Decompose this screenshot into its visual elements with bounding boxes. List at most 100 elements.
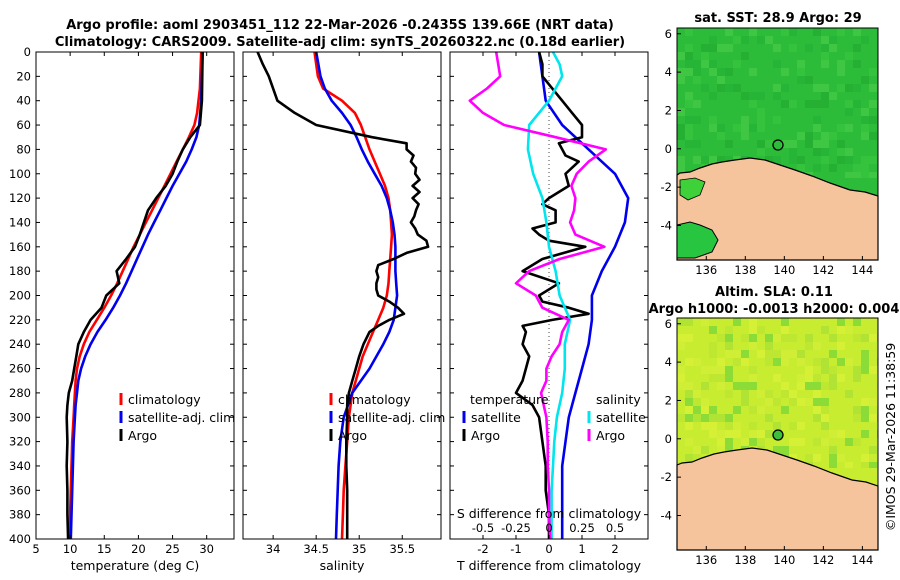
xtick-label: 5 [32,542,39,556]
map-pixel [741,334,749,342]
map-pixel [685,140,693,148]
map-pixel [821,52,829,60]
map-pixel [781,84,789,92]
map-ytick-label: 4 [665,65,672,79]
ytick-label: 80 [16,142,31,156]
map-ytick-label: 4 [665,355,672,369]
map-pixel [869,156,877,164]
map-pixel [773,44,781,52]
map-pixel [869,334,877,342]
map-pixel [701,60,709,68]
map-pixel [813,358,821,366]
map-pixel [797,68,805,76]
map-pixel [813,414,821,422]
map-pixel [821,438,829,446]
map-pixel [725,438,733,446]
map-pixel [869,100,877,108]
map-pixel [701,398,709,406]
sla-argo-marker [772,429,784,441]
map-pixel [781,406,789,414]
map-pixel [797,358,805,366]
map-pixel [773,92,781,100]
ytick-label: 20 [16,69,31,83]
map-pixel [685,28,693,36]
ytick-label: 180 [9,264,31,278]
map-pixel [749,382,757,390]
map-pixel [837,84,845,92]
map-pixel [789,454,797,462]
map-pixel [829,462,837,468]
map-pixel [725,366,733,374]
map-pixel [685,398,693,406]
map-xtick-label: 140 [773,263,795,277]
map-xtick-label: 144 [851,263,873,277]
legend-temperature-title: temperature [470,392,549,407]
map-pixel [773,446,781,454]
map-pixel [757,92,765,100]
difference-legend-temperature: temperature satellite Argo [462,392,549,443]
series-satellite [69,51,204,540]
map-pixel [741,52,749,60]
map-pixel [773,374,781,382]
map-pixel [845,172,853,178]
map-pixel [765,414,773,422]
ytick-label: 140 [9,215,31,229]
series-s-satellite [526,51,572,539]
map-ytick-label: 2 [665,393,672,407]
xtick-label: 0 [545,542,552,556]
map-pixel [685,438,693,446]
map-pixel [709,116,717,124]
map-pixel [845,84,853,92]
map-pixel [717,446,725,454]
map-pixel [837,374,845,382]
map-pixel [861,116,869,124]
map-pixel [861,124,869,132]
map-pixel [701,382,709,390]
series-argo [65,51,204,540]
xtick-top-label: 0 [545,521,552,535]
ytick-label: 100 [9,167,31,181]
ytick-label: 300 [9,410,31,424]
map-pixel [797,76,805,84]
map-pixel [861,414,869,422]
map-pixel [797,132,805,140]
map-pixel [765,430,773,438]
map-pixel [845,326,853,334]
map-pixel [845,52,853,60]
map-pixel [813,342,821,350]
temperature-xlabel: temperature (deg C) [71,558,200,573]
map-xtick-label: 136 [695,553,717,567]
map-pixel [709,366,717,374]
ytick-label: 260 [9,362,31,376]
xtick-label: 2 [611,542,618,556]
map-pixel [781,326,789,334]
map-pixel [733,36,741,44]
map-pixel [677,366,685,374]
legend-climatology: climatology [128,392,201,407]
sst-axes-box [676,27,879,261]
xtick-label: 20 [131,542,146,556]
map-pixel [773,398,781,406]
map-pixel [837,318,845,326]
map-pixel [749,406,757,414]
map-pixel [717,132,725,140]
map-pixel [765,140,773,148]
map-pixel [733,124,741,132]
series-t-argo [514,51,590,539]
map-pixel [845,108,853,116]
map-pixel [853,318,861,326]
map-pixel [845,390,853,398]
map-pixel [749,438,757,446]
legend-satellite: satellite-adj. clim [128,410,235,425]
map-pixel [821,422,829,430]
map-pixel [869,398,877,406]
map-pixel [853,414,861,422]
map-pixel [869,414,877,422]
map-pixel [693,100,701,108]
map-pixel [693,414,701,422]
map-pixel [781,350,789,358]
map-pixel [781,68,789,76]
ytick-label: 380 [9,508,31,522]
map-pixel [829,350,837,358]
map-pixel [829,334,837,342]
